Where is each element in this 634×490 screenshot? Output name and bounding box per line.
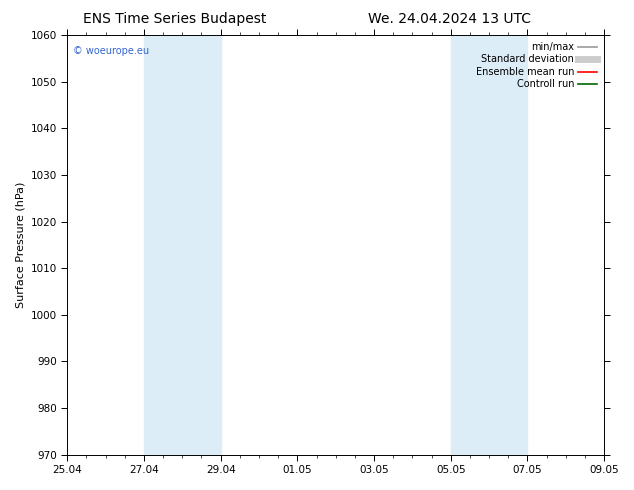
Text: © woeurope.eu: © woeurope.eu	[72, 46, 149, 56]
Text: ENS Time Series Budapest: ENS Time Series Budapest	[83, 12, 266, 26]
Y-axis label: Surface Pressure (hPa): Surface Pressure (hPa)	[15, 182, 25, 308]
Legend: min/max, Standard deviation, Ensemble mean run, Controll run: min/max, Standard deviation, Ensemble me…	[474, 40, 599, 91]
Bar	[144, 35, 221, 455]
Text: We. 24.04.2024 13 UTC: We. 24.04.2024 13 UTC	[368, 12, 531, 26]
Bar	[451, 35, 527, 455]
